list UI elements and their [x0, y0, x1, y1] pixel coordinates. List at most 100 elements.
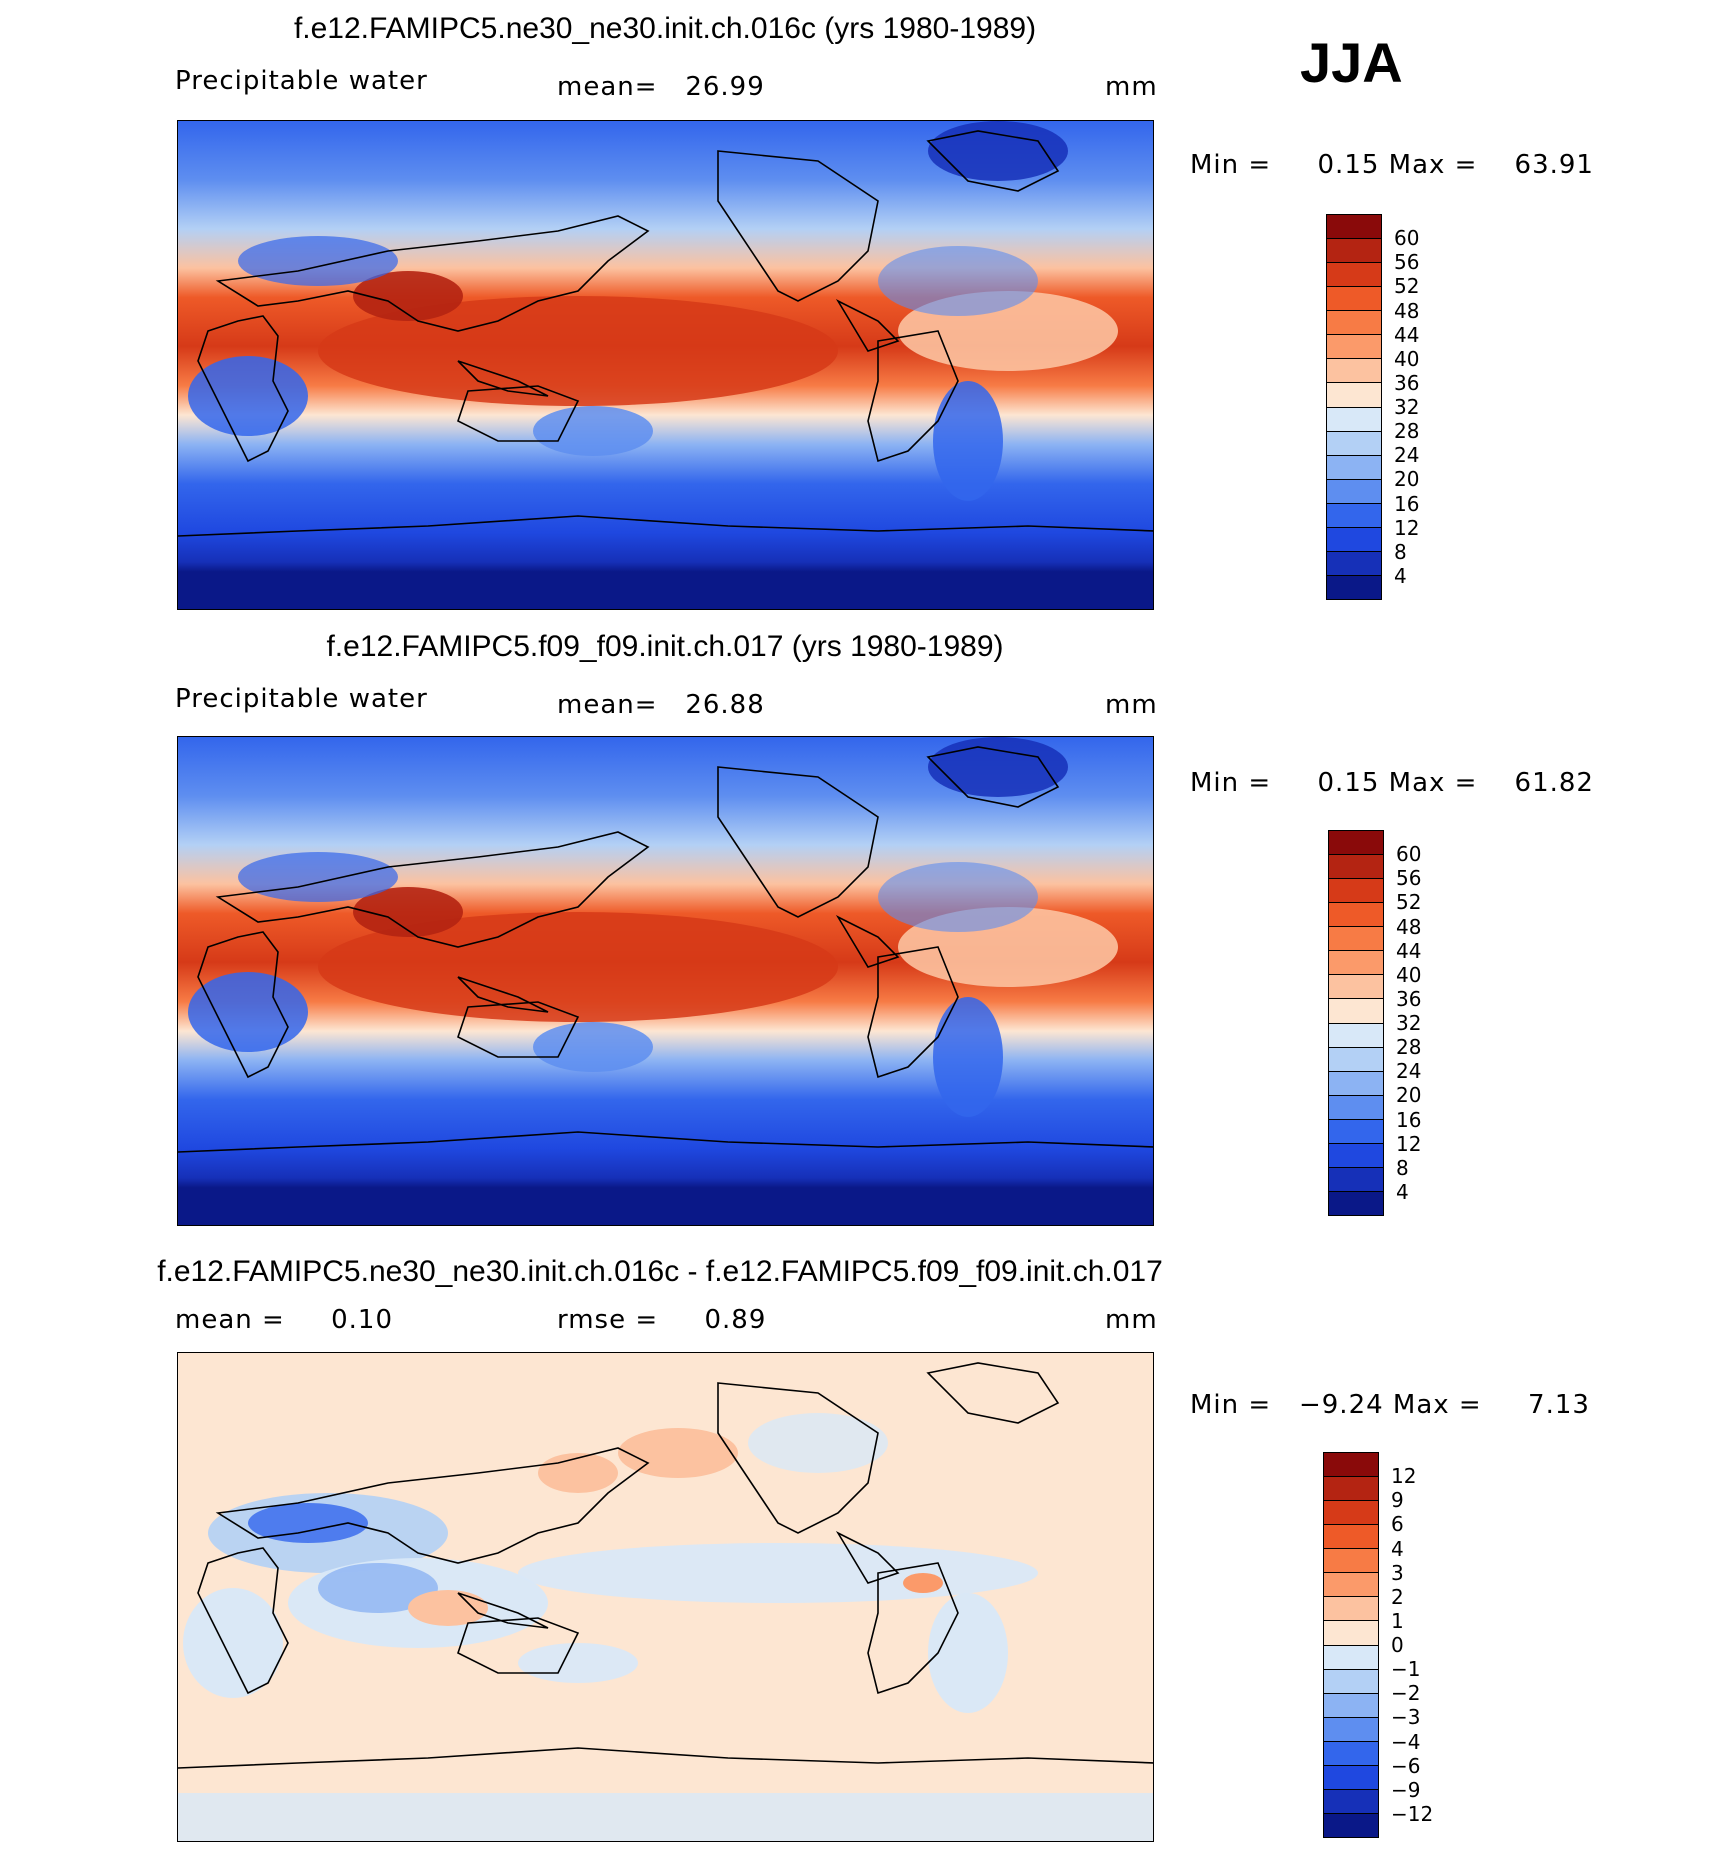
colorbar-segment: [1329, 1047, 1383, 1072]
colorbar-segment: [1324, 1693, 1378, 1718]
colorbar-segment: [1329, 1191, 1383, 1215]
colorbar-segment: [1327, 575, 1381, 599]
colorbar-segment: [1329, 1167, 1383, 1192]
colorbar-segment: [1324, 1477, 1378, 1502]
colorbar-segment: [1327, 431, 1381, 456]
panel-1-title: f.e12.FAMIPC5.ne30_ne30.init.ch.016c (yr…: [293, 12, 1037, 45]
panel-1-units-label: mm: [1105, 72, 1158, 102]
colorbar-segment: [1327, 527, 1381, 552]
panel-1-colorbar: [1326, 214, 1382, 600]
colorbar-segment: [1329, 1119, 1383, 1144]
colorbar-tick-label: 20: [1396, 1083, 1422, 1108]
colorbar-segment: [1329, 927, 1383, 952]
colorbar-tick-label: 48: [1394, 298, 1420, 323]
colorbar-segment: [1324, 1645, 1378, 1670]
colorbar-segment: [1327, 479, 1381, 504]
season-label: JJA: [1300, 31, 1403, 94]
colorbar-segment: [1327, 551, 1381, 576]
colorbar-tick-label: 52: [1396, 890, 1422, 915]
colorbar-tick-label: 3: [1391, 1560, 1404, 1585]
panel-3-minmax: Min = −9.24 Max = 7.13: [1190, 1390, 1590, 1420]
colorbar-tick-label: 48: [1396, 914, 1422, 939]
panel-3-rmse-label: rmse = 0.89: [557, 1305, 767, 1335]
panel-2-units-label: mm: [1105, 690, 1158, 720]
colorbar-tick-label: 24: [1394, 443, 1420, 468]
colorbar-segment: [1327, 359, 1381, 384]
colorbar-tick-label: −4: [1391, 1729, 1421, 1754]
colorbar-tick-label: 44: [1396, 938, 1422, 963]
colorbar-segment: [1327, 455, 1381, 480]
colorbar-tick-label: 1: [1391, 1608, 1404, 1633]
colorbar-tick-label: 12: [1394, 515, 1420, 540]
colorbar-tick-label: 24: [1396, 1059, 1422, 1084]
colorbar-tick-label: 32: [1396, 1011, 1422, 1035]
colorbar-segment: [1329, 1023, 1383, 1048]
colorbar-tick-label: 12: [1396, 1131, 1422, 1156]
panel-2-map: [177, 736, 1154, 1226]
panel-3-title: f.e12.FAMIPC5.ne30_ne30.init.ch.016c - f…: [157, 1255, 1163, 1288]
colorbar-segment: [1329, 999, 1383, 1024]
colorbar-tick-label: −12: [1391, 1801, 1434, 1826]
colorbar-segment: [1324, 1597, 1378, 1622]
colorbar-segment: [1327, 407, 1381, 432]
colorbar-segment: [1324, 1621, 1378, 1646]
colorbar-segment: [1327, 215, 1381, 240]
colorbar-segment: [1327, 263, 1381, 288]
colorbar-tick-label: 12: [1391, 1464, 1417, 1489]
colorbar-segment: [1327, 383, 1381, 408]
colorbar-segment: [1324, 1813, 1378, 1837]
panel-3-map-svg: [178, 1353, 1153, 1841]
colorbar-tick-label: 36: [1394, 370, 1420, 395]
colorbar-tick-label: −1: [1391, 1657, 1421, 1682]
colorbar-tick-label: 52: [1394, 274, 1420, 299]
colorbar-segment: [1329, 1143, 1383, 1168]
colorbar-tick-label: 8: [1394, 539, 1407, 564]
colorbar-segment: [1329, 855, 1383, 880]
colorbar-tick-label: 4: [1391, 1536, 1404, 1561]
colorbar-segment: [1329, 831, 1383, 856]
panel-3-map: [177, 1352, 1154, 1842]
panel-1-map-svg: [178, 121, 1153, 609]
colorbar-segment: [1329, 951, 1383, 976]
colorbar-segment: [1327, 335, 1381, 360]
colorbar-tick-label: 9: [1391, 1488, 1404, 1513]
colorbar-tick-label: 60: [1396, 842, 1422, 867]
colorbar-tick-label: 16: [1396, 1107, 1422, 1132]
colorbar-tick-label: 32: [1394, 395, 1420, 419]
colorbar-tick-label: 20: [1394, 467, 1420, 492]
panel-1-map: [177, 120, 1154, 610]
colorbar-segment: [1324, 1717, 1378, 1742]
colorbar-segment: [1329, 1071, 1383, 1096]
colorbar-tick-label: 28: [1396, 1035, 1422, 1060]
colorbar-segment: [1324, 1741, 1378, 1766]
colorbar-tick-label: 36: [1396, 986, 1422, 1011]
colorbar-segment: [1324, 1549, 1378, 1574]
colorbar-segment: [1324, 1501, 1378, 1526]
colorbar-segment: [1324, 1453, 1378, 1478]
colorbar-tick-label: −6: [1391, 1753, 1421, 1778]
panel-2-variable-label: Precipitable water: [175, 684, 428, 714]
panel-3-mean-label: mean = 0.10: [175, 1305, 393, 1335]
colorbar-segment: [1324, 1573, 1378, 1598]
colorbar-tick-label: 40: [1394, 346, 1420, 371]
panel-2-minmax: Min = 0.15 Max = 61.82: [1190, 768, 1594, 798]
colorbar-tick-label: 2: [1391, 1584, 1404, 1609]
panel-2-map-svg: [178, 737, 1153, 1225]
colorbar-tick-label: 28: [1394, 419, 1420, 444]
colorbar-segment: [1324, 1525, 1378, 1550]
panel-1-minmax: Min = 0.15 Max = 63.91: [1190, 150, 1594, 180]
colorbar-tick-label: 8: [1396, 1155, 1409, 1180]
colorbar-tick-label: −3: [1391, 1705, 1421, 1730]
colorbar-segment: [1327, 239, 1381, 264]
colorbar-segment: [1329, 903, 1383, 928]
panel-3-units-label: mm: [1105, 1305, 1158, 1335]
colorbar-tick-label: 6: [1391, 1512, 1404, 1537]
colorbar-tick-label: 40: [1396, 962, 1422, 987]
colorbar-segment: [1329, 975, 1383, 1000]
colorbar-tick-label: −9: [1391, 1777, 1421, 1802]
colorbar-tick-label: 60: [1394, 226, 1420, 251]
colorbar-segment: [1327, 287, 1381, 312]
panel-2-colorbar: [1328, 830, 1384, 1216]
panel-2-mean-label: mean= 26.88: [557, 690, 765, 720]
panel-1-variable-label: Precipitable water: [175, 66, 428, 96]
